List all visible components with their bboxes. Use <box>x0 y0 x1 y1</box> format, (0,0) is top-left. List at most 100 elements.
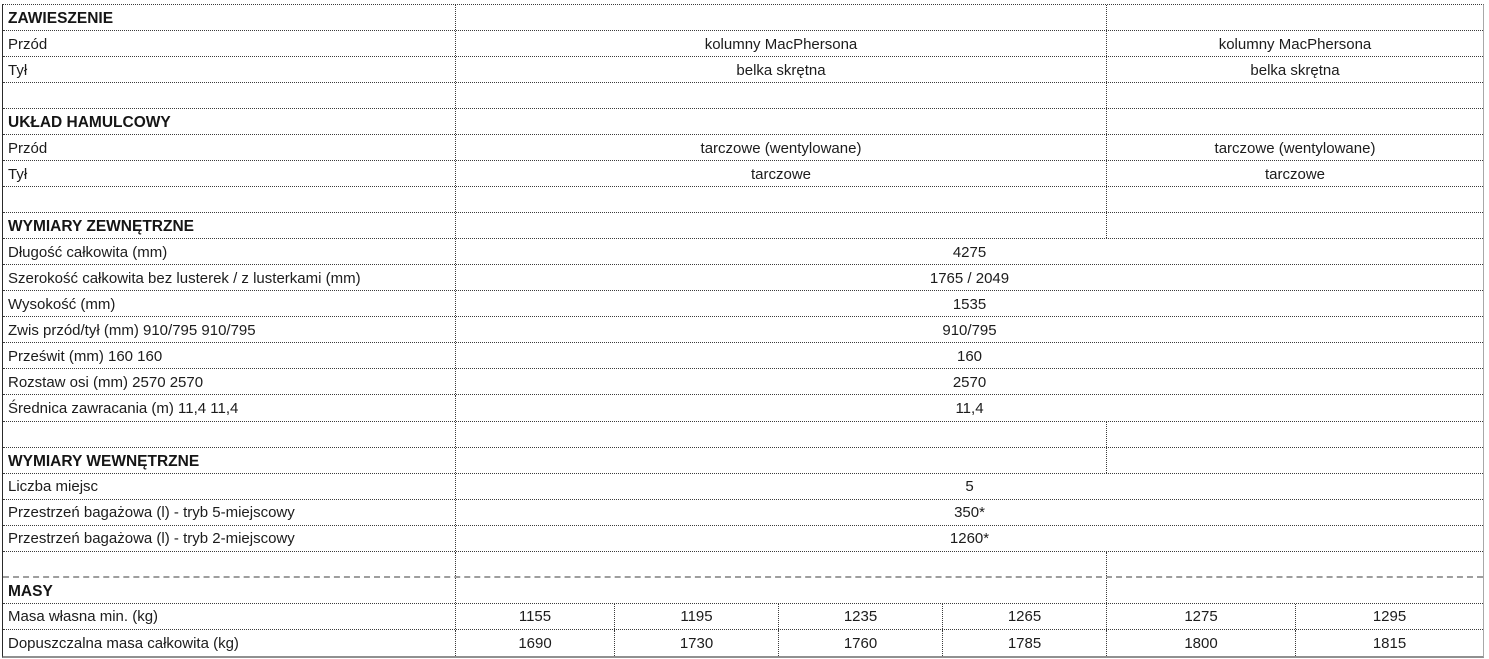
mass-value[interactable]: 1195 <box>615 603 779 629</box>
spec-value[interactable]: 160 <box>956 347 983 365</box>
spec-label[interactable]: Liczba miejsc <box>3 473 456 499</box>
empty-cell[interactable] <box>456 187 1107 213</box>
table-row: Prześwit (mm) 160 160 160 <box>3 343 1483 370</box>
mass-value[interactable]: 1295 <box>1372 608 1407 626</box>
spec-label[interactable]: Przód <box>3 135 456 161</box>
spec-label[interactable]: Przestrzeń bagażowa (l) - tryb 5-miejsco… <box>3 499 456 525</box>
spec-label[interactable]: Zwis przód/tył (mm) 910/795 910/795 <box>3 317 456 343</box>
mass-value[interactable]: 1800 <box>1107 629 1296 656</box>
spec-label[interactable]: Długość całkowita (mm) <box>3 239 456 265</box>
table-row: Przestrzeń bagażowa (l) - tryb 2-miejsco… <box>3 525 1483 552</box>
car-spec-table: ZAWIESZENIE Przód kolumny MacPhersona ko… <box>2 4 1484 658</box>
mass-value[interactable]: 1265 <box>943 603 1107 629</box>
table-row: Zwis przód/tył (mm) 910/795 910/795 910/… <box>3 317 1483 344</box>
spec-label[interactable]: Dopuszczalna masa całkowita (kg) <box>3 629 456 656</box>
section-header-wymiary-zewnetrzne[interactable]: WYMIARY ZEWNĘTRZNE <box>3 213 456 239</box>
table-row: Średnica zawracania (m) 11,4 11,4 11,4 <box>3 395 1483 422</box>
table-row: Przestrzeń bagażowa (l) - tryb 5-miejsco… <box>3 499 1483 526</box>
spec-value[interactable]: 1260* <box>949 530 990 548</box>
section-header-wymiary-wewnetrzne[interactable]: WYMIARY WEWNĘTRZNE <box>3 447 456 473</box>
spec-value[interactable]: 350* <box>954 504 985 522</box>
table-row: Wysokość (mm) 1535 <box>3 291 1483 318</box>
spec-value-left[interactable]: tarczowe <box>456 161 1107 187</box>
empty-cell[interactable] <box>456 109 1107 135</box>
spec-value-left[interactable]: belka skrętna <box>456 57 1107 83</box>
empty-cell[interactable] <box>1107 448 1483 473</box>
table-row: Rozstaw osi (mm) 2570 2570 2570 <box>3 369 1483 396</box>
table-row: Tył tarczowe tarczowe <box>3 161 1483 188</box>
spec-value[interactable]: 910/795 <box>942 321 997 339</box>
spec-label[interactable]: Masa własna min. (kg) <box>3 603 456 629</box>
spec-label[interactable]: Wysokość (mm) <box>3 291 456 317</box>
spec-value-right[interactable]: belka skrętna <box>1250 61 1340 79</box>
spec-value[interactable]: 1535 <box>952 295 987 313</box>
empty-cell[interactable] <box>456 447 1107 473</box>
empty-cell[interactable] <box>1107 109 1483 134</box>
table-row: Szerokość całkowita bez lusterek / z lus… <box>3 265 1483 292</box>
empty-cell[interactable] <box>1107 5 1483 30</box>
mass-value[interactable]: 1760 <box>779 629 943 656</box>
empty-cell[interactable] <box>3 187 456 213</box>
empty-cell[interactable] <box>3 551 456 576</box>
table-row: WYMIARY WEWNĘTRZNE <box>3 447 1483 474</box>
table-row: Przód tarczowe (wentylowane) tarczowe (w… <box>3 135 1483 162</box>
spec-value[interactable]: 11,4 <box>955 400 984 417</box>
table-row-page-break <box>3 551 1483 578</box>
table-row: Długość całkowita (mm) 4275 <box>3 239 1483 266</box>
table-row <box>3 187 1483 214</box>
mass-value[interactable]: 1235 <box>779 603 943 629</box>
spec-value[interactable]: 5 <box>965 478 974 496</box>
spec-value-right[interactable]: tarczowe (wentylowane) <box>1214 139 1376 157</box>
empty-cell[interactable] <box>1107 422 1483 447</box>
empty-cell[interactable] <box>456 551 1107 576</box>
empty-cell[interactable] <box>3 83 456 109</box>
mass-value[interactable]: 1275 <box>1107 603 1296 629</box>
spec-value-right[interactable]: kolumny MacPhersona <box>1218 35 1372 53</box>
spec-label[interactable]: Prześwit (mm) 160 160 <box>3 343 456 369</box>
table-row <box>3 421 1483 448</box>
mass-value[interactable]: 1730 <box>615 629 779 656</box>
spec-value-left[interactable]: tarczowe (wentylowane) <box>456 135 1107 161</box>
table-row: Dopuszczalna masa całkowita (kg) 1690 17… <box>3 629 1483 656</box>
spec-value[interactable]: 1765 / 2049 <box>929 269 1010 287</box>
table-row: UKŁAD HAMULCOWY <box>3 109 1483 136</box>
empty-cell[interactable] <box>456 213 1107 239</box>
table-row: MASY <box>3 577 1483 604</box>
empty-cell[interactable] <box>456 5 1107 31</box>
table-row: Liczba miejsc 5 <box>3 473 1483 500</box>
table-row: Tył belka skrętna belka skrętna <box>3 57 1483 84</box>
spec-label[interactable]: Rozstaw osi (mm) 2570 2570 <box>3 369 456 395</box>
spec-label[interactable]: Przód <box>3 31 456 57</box>
empty-cell[interactable] <box>456 83 1107 109</box>
spec-value[interactable]: 4275 <box>952 243 987 261</box>
spec-label[interactable]: Średnica zawracania (m) 11,4 11,4 <box>3 395 456 421</box>
empty-cell[interactable] <box>456 577 1107 603</box>
table-row <box>3 83 1483 110</box>
section-header-masy[interactable]: MASY <box>3 577 456 603</box>
table-row: Przód kolumny MacPhersona kolumny MacPhe… <box>3 31 1483 58</box>
table-row: WYMIARY ZEWNĘTRZNE <box>3 213 1483 240</box>
empty-cell[interactable] <box>1107 552 1483 576</box>
section-header-zawieszenie[interactable]: ZAWIESZENIE <box>3 5 456 31</box>
table-row: Masa własna min. (kg) 1155 1195 1235 126… <box>3 603 1483 630</box>
spec-value-right[interactable]: tarczowe <box>1264 165 1326 183</box>
empty-cell[interactable] <box>456 421 1107 447</box>
spec-label[interactable]: Tył <box>3 161 456 187</box>
spec-value-left[interactable]: kolumny MacPhersona <box>456 31 1107 57</box>
mass-value[interactable]: 1785 <box>943 629 1107 656</box>
empty-cell[interactable] <box>1107 213 1483 238</box>
empty-cell[interactable] <box>1107 578 1483 603</box>
section-header-uklad-hamulcowy[interactable]: UKŁAD HAMULCOWY <box>3 109 456 135</box>
spec-label[interactable]: Przestrzeń bagażowa (l) - tryb 2-miejsco… <box>3 525 456 551</box>
empty-cell[interactable] <box>1107 83 1483 108</box>
mass-value[interactable]: 1690 <box>456 629 615 656</box>
table-row: ZAWIESZENIE <box>3 5 1483 32</box>
spec-label[interactable]: Szerokość całkowita bez lusterek / z lus… <box>3 265 456 291</box>
mass-value[interactable]: 1155 <box>456 603 615 629</box>
empty-cell[interactable] <box>3 421 456 447</box>
mass-value[interactable]: 1815 <box>1372 635 1407 653</box>
empty-cell[interactable] <box>1107 187 1483 212</box>
spec-value[interactable]: 2570 <box>952 373 987 391</box>
spec-label[interactable]: Tył <box>3 57 456 83</box>
